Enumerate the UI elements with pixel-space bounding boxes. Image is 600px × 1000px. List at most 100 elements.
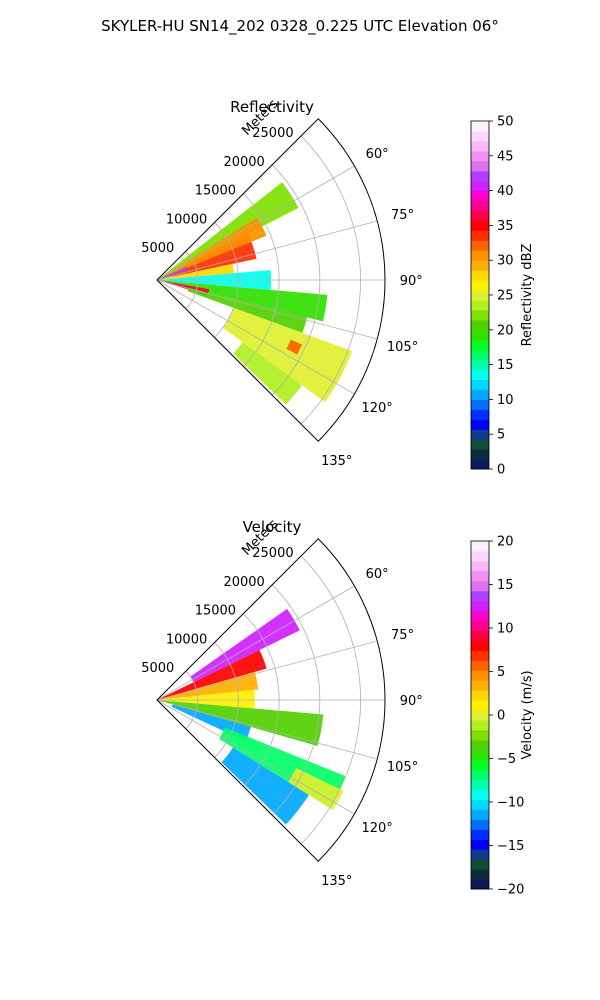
colorbar-segment: [471, 250, 489, 261]
colorbar-segment: [471, 859, 489, 870]
colorbar-tick-label: 15: [497, 358, 514, 373]
data-sector: [157, 266, 188, 280]
colorbar-tick-label: 15: [497, 578, 514, 593]
colorbar-segment: [471, 739, 489, 751]
angular-tick-label: 75°: [391, 208, 414, 223]
colorbar-segment: [471, 710, 489, 721]
colorbar-segment: [471, 879, 489, 890]
colorbar-segment: [471, 580, 489, 592]
colorbar-tick-label: 10: [497, 622, 514, 637]
colorbar-segment: [471, 210, 489, 221]
colorbar-segment: [471, 650, 489, 661]
angular-gridline: [156, 640, 378, 701]
colorbar-tick-label: 0: [497, 709, 505, 724]
colorbar-segment: [471, 600, 489, 612]
colorbar-segment: [471, 799, 489, 810]
panel-title: Reflectivity: [230, 98, 314, 116]
angular-tick-label: 60°: [366, 567, 389, 582]
colorbar-segment: [471, 829, 489, 840]
angular-tick-label: 75°: [391, 628, 414, 643]
panel-reflectivity: 5000 10000 15000 20000 25000 60° 75° 90° 105° 120…: [141, 96, 535, 477]
colorbar-segment: [471, 339, 489, 351]
colorbar-segment: [471, 759, 489, 771]
angular-tick-label: 105°: [387, 340, 418, 355]
colorbar-segment: [471, 819, 489, 830]
colorbar-segment: [471, 459, 489, 470]
colorbar-label: Reflectivity dBZ: [520, 244, 535, 347]
colorbar-segment: [471, 419, 489, 430]
colorbar-segment: [471, 349, 489, 361]
angular-gridline: [156, 585, 355, 701]
data-sector: [233, 342, 302, 405]
panel-velocity: 5000 10000 15000 20000 25000 60° 75° 90° 105° 120…: [141, 516, 535, 897]
colorbar-segment: [471, 280, 489, 291]
colorbar-segment: [471, 660, 489, 671]
polar-frame: [156, 118, 386, 442]
colorbar-tick-label: 5: [497, 665, 505, 680]
colorbar-segment: [471, 779, 489, 791]
colorbar-segment: [471, 399, 489, 410]
angular-tick-label: 90°: [400, 274, 423, 289]
colorbar-segment: [471, 160, 489, 172]
colorbar-segment: [471, 220, 489, 231]
colorbar-segment: [471, 749, 489, 761]
radial-tick-label: 15000: [195, 604, 236, 619]
colorbar-segment: [471, 170, 489, 182]
colorbar-tick-label: 20: [497, 535, 514, 550]
colorbar-segment: [471, 329, 489, 341]
colorbar-segment: [471, 299, 489, 311]
colorbar-tick-label: 45: [497, 149, 514, 164]
colorbar-segment: [471, 630, 489, 641]
radial-tick-label: 25000: [252, 546, 293, 561]
colorbar-segment: [471, 620, 489, 631]
radial-tick-label: 10000: [166, 212, 207, 227]
colorbar-segment: [471, 200, 489, 211]
colorbar-segment: [471, 190, 489, 202]
colorbar-tick-label: 20: [497, 323, 514, 338]
colorbar-segment: [471, 550, 489, 562]
colorbar-segment: [471, 230, 489, 241]
angular-tick-label: 60°: [366, 147, 389, 162]
colorbar-segment: [471, 389, 489, 400]
colorbar-segment: [471, 590, 489, 602]
colorbar-segment: [471, 140, 489, 152]
colorbar-segment: [471, 309, 489, 321]
colorbar-segment: [471, 700, 489, 711]
colorbar-segment: [471, 869, 489, 880]
colorbar-tick-label: −15: [497, 839, 524, 854]
data-sector: [187, 287, 308, 333]
angular-gridline: [156, 279, 378, 340]
colorbar-segment: [471, 670, 489, 681]
colorbar-segment: [471, 849, 489, 860]
radial-tick-label: 15000: [195, 184, 236, 199]
colorbar-segment: [471, 809, 489, 820]
colorbar-segment: [471, 429, 489, 440]
data-sector: [221, 747, 309, 825]
colorbar-segment: [471, 439, 489, 450]
colorbar-segment: [471, 409, 489, 420]
colorbar-tick-label: 10: [497, 393, 514, 408]
colorbar-segment: [471, 690, 489, 701]
colorbar-tick-label: 0: [497, 463, 505, 478]
colorbar-segment: [471, 719, 489, 731]
colorbar-segment: [471, 729, 489, 741]
radial-tick-label: 25000: [252, 126, 293, 141]
colorbar-tick-label: 30: [497, 254, 514, 269]
angular-gridline: [156, 279, 355, 395]
colorbar-segment: [471, 260, 489, 271]
colorbar-tick-label: 40: [497, 184, 514, 199]
angular-gridline: [156, 220, 378, 281]
colorbar-segment: [471, 640, 489, 651]
angular-gridline: [156, 699, 378, 760]
data-sector: [157, 263, 235, 280]
angular-gridline: [156, 165, 355, 281]
radial-tick-label: 10000: [166, 632, 207, 647]
colorbar-segment: [471, 839, 489, 850]
colorbar-tick-label: 25: [497, 289, 514, 304]
data-sector: [190, 608, 300, 683]
colorbar-segment: [471, 769, 489, 781]
radial-tick-label: 5000: [141, 661, 174, 676]
colorbar-segment: [471, 290, 489, 301]
colorbar-tick-label: 50: [497, 115, 514, 130]
colorbar-segment: [471, 449, 489, 460]
